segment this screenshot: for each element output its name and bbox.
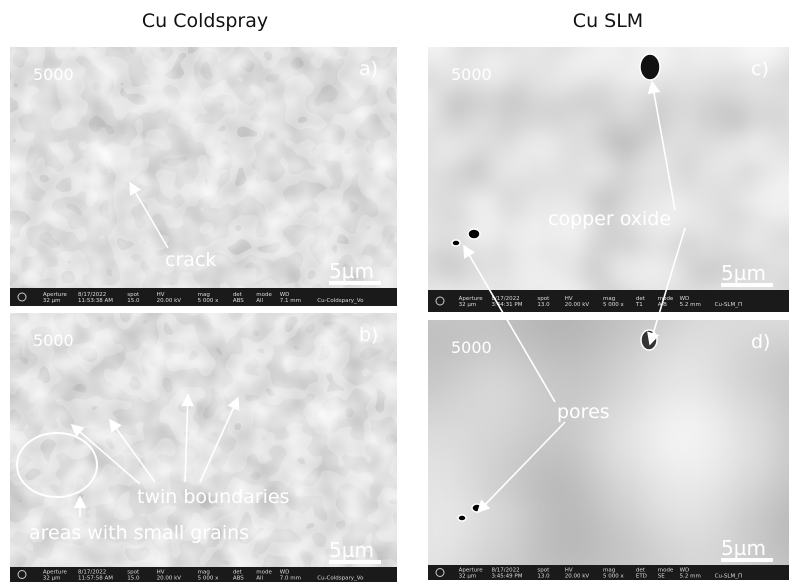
pore [458, 515, 466, 521]
magnification: 5000 [451, 65, 492, 84]
scale-bar [721, 558, 773, 562]
pore [641, 330, 657, 350]
panel-label: d) [751, 331, 770, 353]
annotation: pores [557, 401, 610, 423]
info-value: 20.00 kV [565, 302, 590, 308]
info-value: 20.00 kV [157, 576, 182, 582]
info-value: ETD [636, 574, 647, 580]
info-value: ABS [233, 576, 244, 582]
info-value: 5.2 mm [680, 302, 701, 308]
info-value: 11:57:58 AM [78, 576, 113, 582]
scale-bar [329, 281, 381, 285]
scale-bar-label: 5µm [329, 538, 374, 562]
pore [472, 504, 482, 512]
info-value: 13.0 [537, 302, 550, 308]
info-value: 20.00 kV [565, 574, 590, 580]
sem-panel: 5000c)5µmAperture32 µm8/17/20223:44:31 P… [428, 47, 789, 312]
pore [452, 240, 460, 246]
column-title: Cu Coldspray [142, 10, 268, 32]
info-value: 32 µm [459, 302, 477, 308]
info-value: All [256, 576, 263, 582]
pore [468, 229, 480, 239]
info-value: 15.0 [127, 576, 140, 582]
info-value: 5 000 x [198, 298, 219, 304]
magnification: 5000 [451, 338, 492, 357]
pore [640, 54, 660, 80]
info-value: 20.00 kV [157, 298, 182, 304]
panel-label: a) [359, 58, 378, 80]
info-value: 3:45:49 PM [491, 574, 522, 580]
annotation: areas with small grains [29, 522, 249, 544]
info-value: Cu-SLM_Π [715, 574, 743, 580]
scale-bar-label: 5µm [721, 536, 766, 560]
magnification: 5000 [33, 331, 74, 350]
panel-label: c) [751, 58, 769, 80]
panel-label: b) [359, 324, 378, 346]
info-value: 32 µm [43, 298, 61, 304]
column-title: Cu SLM [573, 10, 643, 32]
scale-bar [721, 283, 773, 287]
info-value: T1 [635, 302, 643, 308]
info-value: 5.2 mm [680, 574, 701, 580]
info-value: 5 000 x [603, 302, 624, 308]
info-value: Cu-SLM_Π [715, 302, 743, 308]
annotation: twin boundaries [137, 486, 290, 508]
info-value: Cu-Coldspary_Vo [317, 576, 364, 582]
scale-bar-label: 5µm [721, 261, 766, 285]
info-value: 5 000 x [603, 574, 624, 580]
info-value: 32 µm [459, 574, 477, 580]
magnification: 5000 [33, 65, 74, 84]
info-value: 15.0 [127, 298, 140, 304]
info-value: ABS [233, 298, 244, 304]
scale-bar-label: 5µm [329, 259, 374, 283]
info-value: 13.0 [537, 574, 550, 580]
info-value: 7.1 mm [280, 298, 301, 304]
info-value: All [256, 298, 263, 304]
info-value: Cu-Coldspary_Vo [317, 298, 364, 304]
info-value: 11:53:38 AM [78, 298, 113, 304]
info-value: 32 µm [43, 576, 61, 582]
annotation: copper oxide [548, 208, 671, 230]
annotation: crack [165, 249, 216, 271]
info-value: 7.0 mm [280, 576, 301, 582]
info-value: SE [658, 574, 665, 580]
figure: Cu Coldspray Cu SLM 5000a)5µmAperture32 … [0, 0, 789, 582]
scale-bar [329, 560, 381, 564]
info-value: 5 000 x [198, 576, 219, 582]
info-value: 3:44:31 PM [491, 302, 522, 308]
